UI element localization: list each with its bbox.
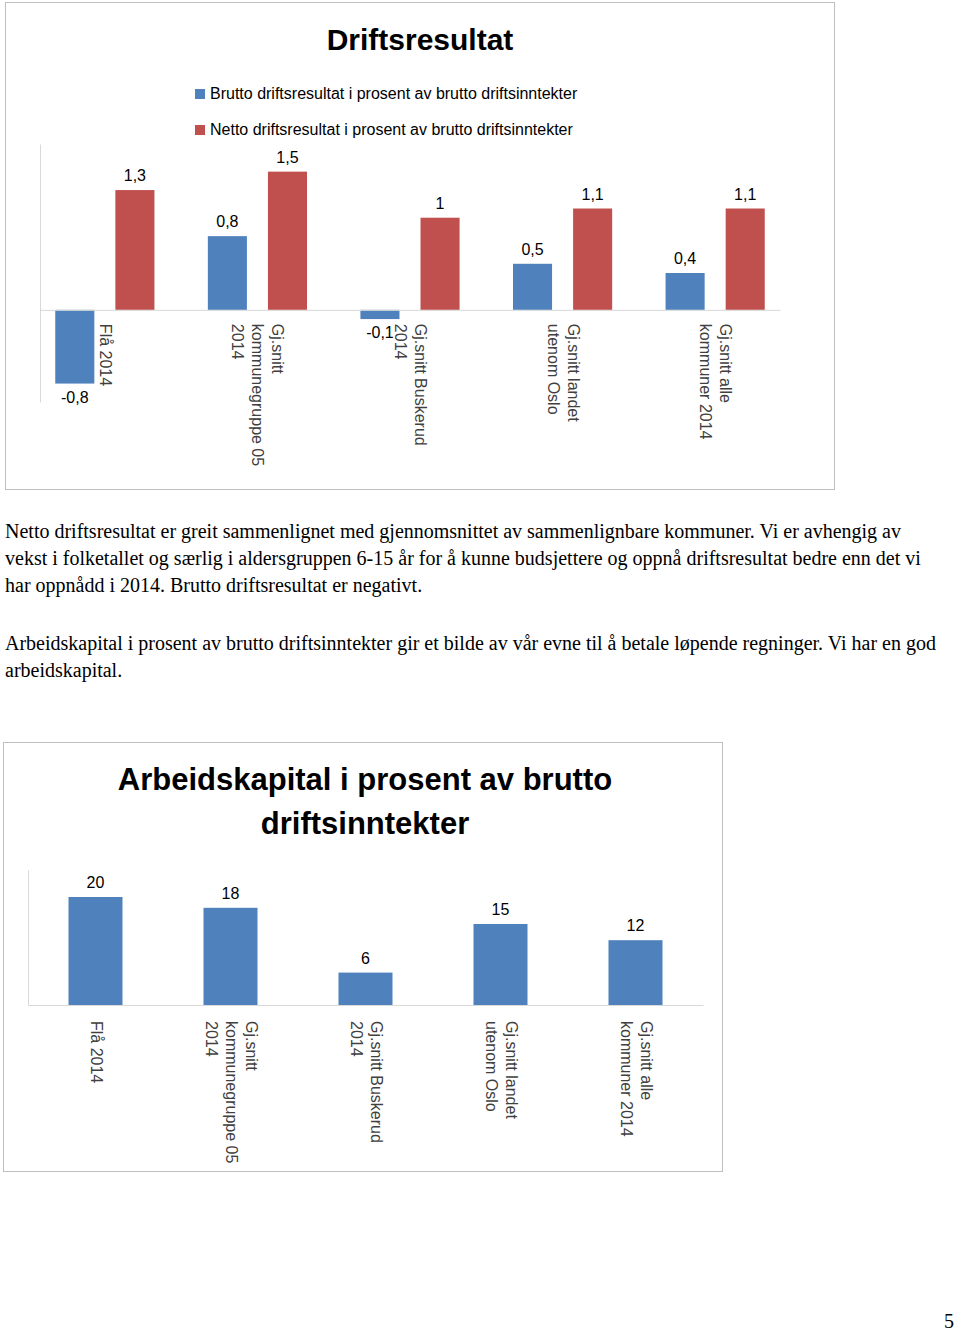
data-label: 1,1: [582, 186, 604, 203]
chart-frame: [6, 3, 835, 490]
data-label: 15: [492, 901, 510, 918]
tick: Gj.snitt allekommuner 2014: [618, 1005, 655, 1137]
page-number: 5: [944, 1310, 954, 1333]
tick: Gj.snitt landetutenom Oslo: [545, 310, 582, 422]
y-axis: [40, 145, 41, 403]
data-label: 0,4: [674, 250, 696, 267]
paragraph: Arbeidskapital i prosent av brutto drift…: [5, 630, 945, 684]
tick-label: Gj.snitt Buskerud2014: [392, 324, 429, 446]
bars: [55, 172, 764, 384]
bar: [55, 310, 94, 384]
bar: [666, 273, 705, 310]
legend-swatch: [195, 125, 205, 135]
bar: [339, 973, 393, 1005]
x-axis: Flå 2014 Gj.snittkommunegruppe 052014 Gj.s…: [41, 310, 781, 466]
y-axis: [28, 871, 29, 1006]
data-label: -0,8: [61, 389, 89, 406]
data-label: 18: [222, 885, 240, 902]
tick: Flå 2014: [97, 310, 114, 386]
data-label: 1,5: [276, 149, 298, 166]
bar: [609, 940, 663, 1005]
tick: Gj.snitt Buskerud2014: [392, 310, 429, 446]
data-label: 6: [361, 950, 370, 967]
tick: Gj.snitt allekommuner 2014: [697, 310, 734, 440]
tick-label: Gj.snitt allekommuner 2014: [618, 1021, 655, 1137]
tick: Flå 2014: [88, 1005, 105, 1083]
data-label: 1,3: [124, 167, 146, 184]
data-label: 0,8: [216, 213, 238, 230]
bar: [115, 190, 154, 310]
chart: Arbeidskapital i prosent av bruttodrifts…: [3, 742, 723, 1172]
bar: [726, 209, 765, 310]
tick-label: Flå 2014: [97, 324, 114, 386]
legend-label: Netto driftsresultat i prosent av brutto…: [210, 121, 574, 138]
data-label: 1,1: [734, 186, 756, 203]
bar: [360, 310, 399, 319]
legend: Brutto driftsresultat i prosent av brutt…: [195, 85, 578, 138]
data-label: 20: [87, 874, 105, 891]
data-labels: 20 18 6 15 12: [87, 874, 645, 967]
bar: [204, 908, 258, 1005]
x-axis-line: [41, 310, 781, 311]
tick-label: Gj.snitt landetutenom Oslo: [483, 1021, 520, 1119]
tick-label: Gj.snitt landetutenom Oslo: [545, 324, 582, 422]
bar: [268, 172, 307, 310]
y-axis-line: [40, 145, 41, 403]
bar: [513, 264, 552, 310]
bar: [69, 897, 123, 1005]
data-label: 0,5: [521, 241, 543, 258]
tick: Gj.snittkommunegruppe 052014: [229, 310, 286, 466]
chart-title: Arbeidskapital i prosent av bruttodrifts…: [118, 762, 612, 841]
y-axis-line: [28, 871, 29, 1006]
chart-frame: [4, 743, 723, 1172]
bar: [573, 209, 612, 310]
bar: [474, 924, 528, 1005]
tick: Gj.snitt Buskerud2014: [348, 1005, 385, 1143]
data-labels: -0,8 0,8 -0,1 0,5 0,4 1,3 1,5 1 1,1 1,1: [61, 149, 756, 406]
legend-label: Brutto driftsresultat i prosent av brutt…: [210, 85, 578, 102]
x-axis: Flå 2014 Gj.snittkommunegruppe 052014 Gj.s…: [29, 1005, 704, 1163]
bar: [421, 218, 460, 310]
paragraph: Netto driftsresultat er greit sammenlign…: [5, 518, 945, 599]
bars: [69, 897, 663, 1005]
bar: [208, 236, 247, 310]
x-axis-line: [29, 1005, 704, 1006]
legend-swatch: [195, 89, 205, 99]
tick-label: Gj.snitt Buskerud2014: [348, 1021, 385, 1143]
chart: Driftsresultat Brutto driftsresultat i pr…: [5, 2, 835, 490]
tick-label: Gj.snittkommunegruppe 052014: [229, 324, 286, 466]
tick: Gj.snitt landetutenom Oslo: [483, 1005, 520, 1119]
tick-label: Gj.snittkommunegruppe 052014: [203, 1021, 260, 1163]
data-label: 12: [627, 917, 645, 934]
tick: Gj.snittkommunegruppe 052014: [203, 1005, 260, 1163]
tick-label: Gj.snitt allekommuner 2014: [697, 324, 734, 440]
data-label: -0,1: [366, 324, 394, 341]
data-label: 1: [436, 195, 445, 212]
chart-title: Driftsresultat: [327, 23, 514, 56]
tick-label: Flå 2014: [88, 1021, 105, 1083]
